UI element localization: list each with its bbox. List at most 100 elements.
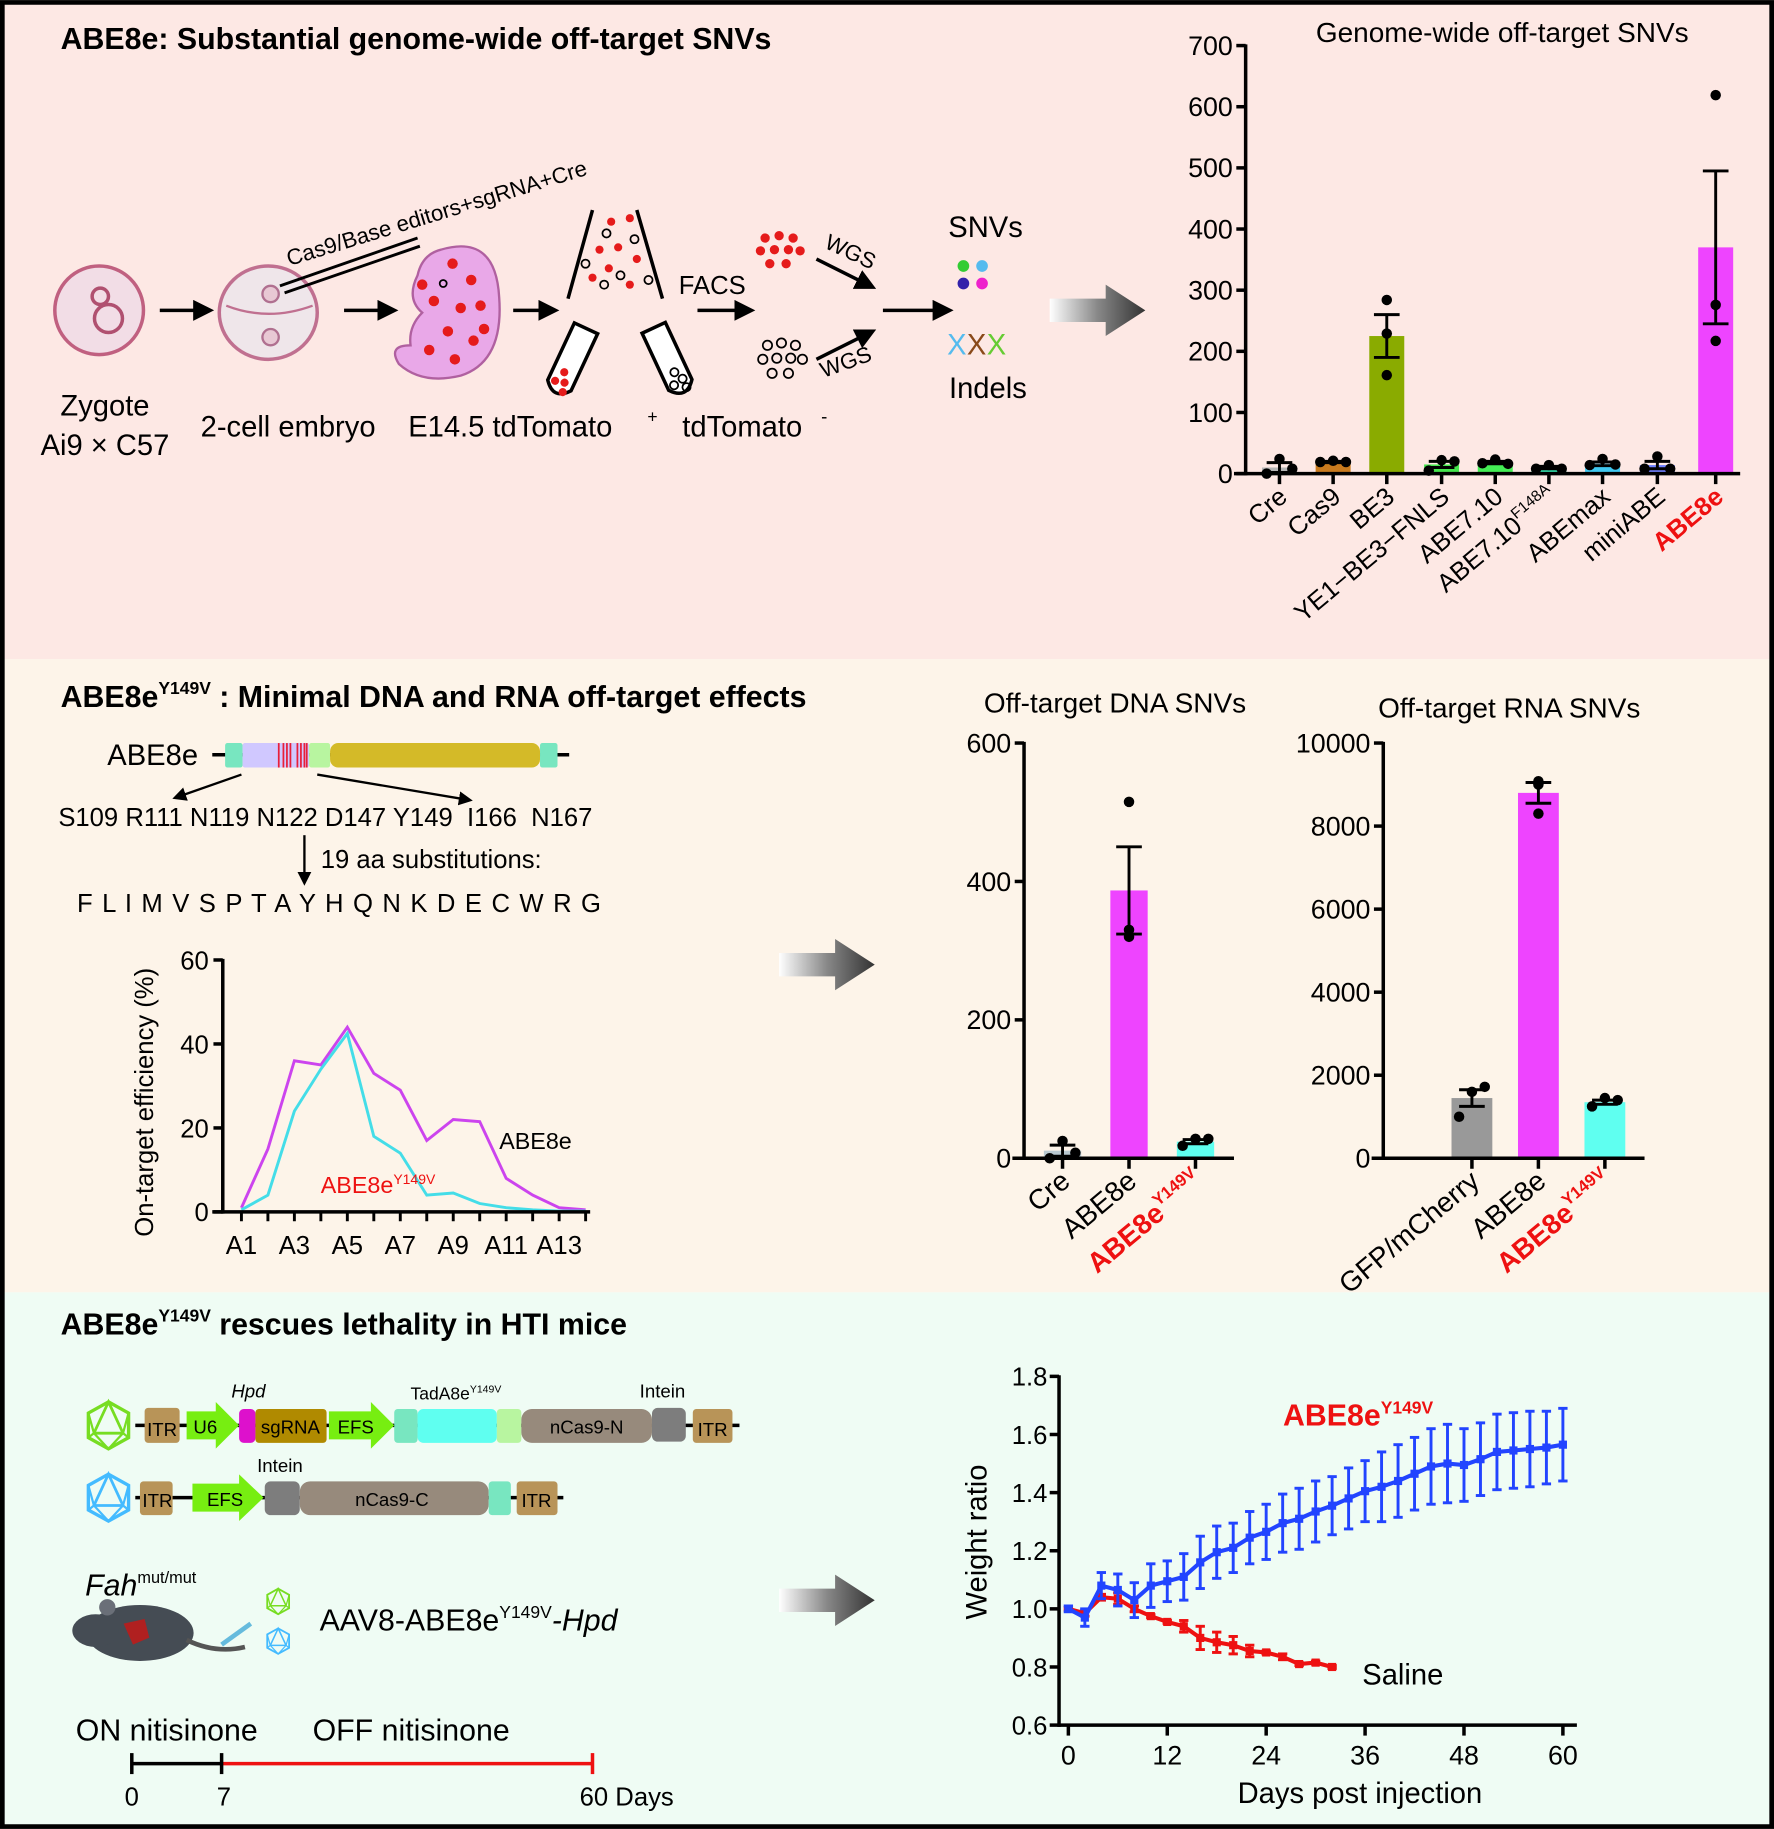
y-tick-label: 200: [1188, 337, 1233, 367]
x-tick-label: A1: [226, 1232, 257, 1260]
x-tick-label: 48: [1449, 1741, 1479, 1771]
tada-box: [417, 1409, 497, 1443]
series-label-sup: Y149V: [393, 1171, 436, 1187]
strain-label: Ai9 × C57: [41, 430, 170, 462]
y-axis-label: Weight ratio: [962, 1465, 994, 1620]
zygote-icon: [53, 264, 146, 357]
zygote-label: Zygote: [60, 390, 149, 422]
svg-text:nCas9-N: nCas9-N: [550, 1417, 624, 1438]
data-point: [1530, 463, 1542, 474]
data-point: [1381, 369, 1393, 381]
red-cells-icon: [755, 231, 805, 269]
y-tick-label: 300: [1188, 276, 1233, 306]
data-point: [1652, 451, 1663, 462]
snvs-label: SNVs: [948, 212, 1023, 244]
two-cell-embryo-icon: [217, 264, 319, 362]
data-point: [1453, 1111, 1465, 1122]
y-tick-label: 0: [195, 1199, 209, 1227]
svg-text:nCas9-C: nCas9-C: [355, 1489, 429, 1510]
y-tick-label: 200: [966, 1005, 1011, 1035]
series-label-text: ABE8e: [321, 1172, 394, 1198]
y-tick-label: 6000: [1311, 894, 1371, 924]
panel-3-title: ABE8eY149V rescues lethality in HTI mice: [61, 1306, 627, 1342]
data-point: [1586, 1101, 1598, 1112]
data-point: [1123, 796, 1135, 808]
data-point: [1556, 463, 1567, 474]
itr-box: ITR: [139, 1481, 173, 1516]
bar-abe7-10: [1477, 462, 1513, 474]
data-point: [1710, 335, 1721, 347]
y-tick-label: 0: [1218, 459, 1233, 489]
domain-box: [488, 1481, 511, 1516]
x-tick-label: A5: [332, 1232, 363, 1260]
weight-ratio-chart: ABE8eY149V Saline 0.6 0.8 1.0 1.2 1.4 1.6 1.8 0 12…: [962, 1364, 1578, 1811]
two-cell-label: 2-cell embryo: [201, 411, 376, 443]
svg-text:U6: U6: [193, 1417, 217, 1438]
data-point: [1710, 89, 1721, 101]
tdtomato-negative-label: tdTomato: [682, 411, 802, 443]
y-tick-label: 1.0: [1012, 1596, 1048, 1624]
x-tick-label: 60: [1548, 1741, 1578, 1771]
arrow-icon: [317, 773, 473, 806]
y-tick-label: 4000: [1311, 978, 1371, 1008]
series-line-abe8e-y149v: [240, 1030, 586, 1213]
data-point: [1502, 458, 1514, 470]
title-rest: : Minimal DNA and RNA off-target effects: [211, 681, 807, 714]
x-tick-label: A9: [438, 1232, 469, 1260]
y-tick-label: 0: [996, 1144, 1011, 1174]
bar-abe8e: [1517, 792, 1559, 1159]
amino-acid-list: F L I M V S P T A Y H Q N K D E C W R G: [77, 890, 602, 918]
linker-box: [496, 1409, 522, 1443]
u6-promoter-arrow: U6: [186, 1402, 240, 1449]
y-tick-label: 40: [180, 1031, 209, 1059]
title-main: ABE8e: [61, 1308, 159, 1341]
svg-text:ITR: ITR: [142, 1490, 172, 1511]
snv-dots-icon: [957, 260, 988, 290]
data-point: [1190, 1133, 1201, 1145]
itr-box: ITR: [516, 1481, 558, 1516]
negative-tube-icon: [639, 320, 694, 395]
data-point: [1381, 294, 1393, 306]
efs-promoter-arrow: EFS: [328, 1402, 395, 1449]
indel-x-3: X: [987, 330, 1006, 362]
y-tick-label: 1.4: [1012, 1480, 1048, 1508]
y-tick-label: 600: [1188, 92, 1233, 122]
y-tick-label: 8000: [1311, 811, 1371, 841]
y-tick-label: 100: [1188, 398, 1233, 428]
data-point: [1123, 931, 1135, 943]
timeline-day-0: 0: [125, 1784, 139, 1812]
indels-label: Indels: [949, 373, 1027, 405]
ncas9-c-box: nCas9-C: [299, 1481, 489, 1516]
hpd-label: Hpd: [231, 1380, 266, 1401]
data-point: [1477, 457, 1488, 469]
series-label-abe8e-y149v: ABE8eY149V: [321, 1171, 436, 1198]
series-line-saline: [1067, 1595, 1333, 1669]
data-point: [1479, 1081, 1490, 1093]
data-point: [1070, 1147, 1081, 1158]
y-tick-label: 1.2: [1012, 1538, 1048, 1566]
x-tick-label: 24: [1251, 1741, 1281, 1771]
minus-sup: -: [821, 405, 827, 426]
title-sup: Y149V: [158, 678, 211, 698]
series-label-saline: Saline: [1362, 1659, 1443, 1691]
positive-tube-icon: [545, 320, 600, 397]
y-tick-label: 0.8: [1012, 1654, 1048, 1682]
x-tick-label: 36: [1350, 1741, 1380, 1771]
data-point: [1664, 463, 1676, 474]
data-point: [1543, 459, 1555, 471]
data-point: [1340, 456, 1352, 468]
data-point: [1274, 453, 1285, 465]
y-axis-label: On-target efficiency (%): [131, 968, 159, 1237]
data-point: [1639, 463, 1650, 474]
x-tick-label: A13: [536, 1232, 582, 1260]
y-tick-label: 0.6: [1012, 1712, 1048, 1740]
efs-promoter-arrow: EFS: [192, 1474, 264, 1521]
gene-label: ABE8e: [107, 740, 198, 772]
title-sup: Y149V: [158, 1306, 211, 1326]
itr-box: ITR: [144, 1407, 180, 1443]
data-point: [1449, 456, 1460, 467]
data-point: [1533, 775, 1544, 787]
plus-sup: +: [647, 406, 657, 426]
